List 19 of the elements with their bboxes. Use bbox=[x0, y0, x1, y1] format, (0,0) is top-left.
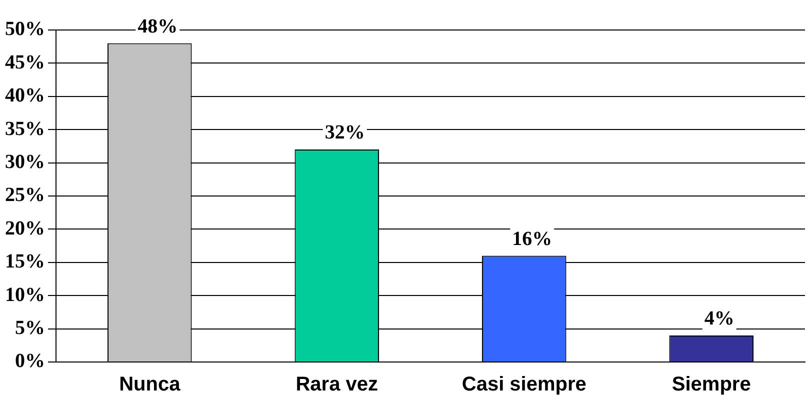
y-tick-label: 40% bbox=[5, 84, 45, 107]
x-tick-label: Nunca bbox=[119, 374, 182, 396]
y-tick-label: 10% bbox=[5, 284, 45, 306]
x-tick-label: Rara vez bbox=[296, 374, 378, 396]
y-tick-label: 20% bbox=[5, 217, 45, 240]
y-tick-label: 50% bbox=[5, 18, 45, 40]
y-tick-label: 30% bbox=[5, 150, 45, 173]
y-tick-label: 25% bbox=[5, 184, 45, 206]
x-tick-label: Siempre bbox=[672, 374, 751, 396]
x-tick-label: Casi siempre bbox=[462, 374, 586, 396]
data-label: 48% bbox=[138, 15, 178, 38]
data-label: 16% bbox=[512, 228, 552, 250]
y-tick-label: 5% bbox=[15, 316, 45, 339]
y-tick-label: 35% bbox=[5, 118, 45, 140]
y-tick-label: 0% bbox=[15, 350, 45, 372]
data-label: 32% bbox=[324, 122, 365, 144]
y-tick-label: 15% bbox=[5, 250, 45, 273]
data-label: 4% bbox=[704, 308, 734, 330]
y-tick-label: 45% bbox=[5, 51, 45, 74]
